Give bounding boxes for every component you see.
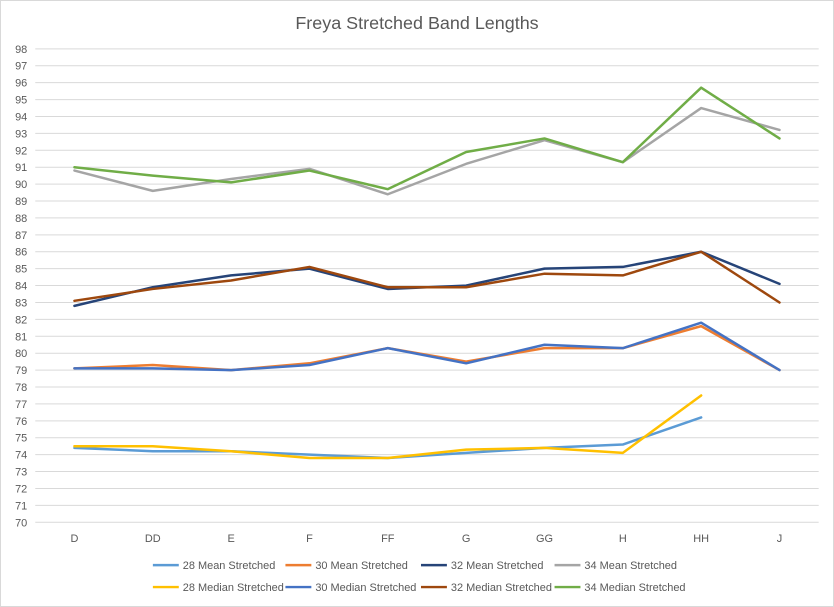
y-tick-label: 80 xyxy=(15,348,27,360)
y-tick-label: 82 xyxy=(15,314,27,326)
y-tick-label: 88 xyxy=(15,213,27,225)
series-line xyxy=(73,321,781,372)
series-lines xyxy=(73,86,781,460)
y-tick-label: 78 xyxy=(15,382,27,394)
y-tick-label: 94 xyxy=(15,111,27,123)
x-tick-label: D xyxy=(70,533,78,545)
x-tick-label: FF xyxy=(381,533,395,545)
x-axis-ticks: D DD E F FF G GG H HH J xyxy=(70,533,782,545)
legend-label: 30 Median Stretched xyxy=(315,582,416,594)
series-line xyxy=(73,106,781,196)
x-tick-label: G xyxy=(462,533,471,545)
legend-label: 34 Median Stretched xyxy=(584,582,685,594)
x-tick-label: GG xyxy=(536,533,553,545)
y-tick-label: 75 xyxy=(15,433,27,445)
y-tick-label: 76 xyxy=(15,416,27,428)
y-tick-label: 71 xyxy=(15,500,27,512)
y-tick-label: 93 xyxy=(15,128,27,140)
legend-label: 30 Mean Stretched xyxy=(315,560,408,572)
y-tick-label: 96 xyxy=(15,78,27,90)
y-tick-label: 95 xyxy=(15,95,27,107)
y-tick-label: 92 xyxy=(15,145,27,157)
y-tick-label: 89 xyxy=(15,196,27,208)
legend-label: 32 Median Stretched xyxy=(451,582,552,594)
y-tick-label: 97 xyxy=(15,61,27,73)
series-line xyxy=(73,250,781,304)
x-tick-label: E xyxy=(227,533,234,545)
legend-label: 34 Mean Stretched xyxy=(584,560,677,572)
series-line xyxy=(73,394,703,460)
legend-label: 32 Mean Stretched xyxy=(451,560,544,572)
y-tick-label: 87 xyxy=(15,230,27,242)
y-tick-label: 72 xyxy=(15,483,27,495)
y-tick-label: 84 xyxy=(15,281,27,293)
legend-label: 28 Median Stretched xyxy=(183,582,284,594)
x-tick-label: H xyxy=(619,533,627,545)
y-tick-label: 81 xyxy=(15,331,27,343)
y-tick-label: 90 xyxy=(15,179,27,191)
x-tick-label: J xyxy=(777,533,782,545)
y-tick-label: 79 xyxy=(15,365,27,377)
chart-title: Freya Stretched Band Lengths xyxy=(295,13,538,33)
y-tick-label: 73 xyxy=(15,467,27,479)
legend: 28 Mean Stretched 30 Mean Stretched 32 Mea… xyxy=(152,560,686,594)
x-tick-label: HH xyxy=(693,533,709,545)
y-axis-ticks: 70 71 72 73 74 75 76 77 78 79 80 81 82 83 84 85 86 87 88 89… xyxy=(15,44,27,529)
y-tick-label: 85 xyxy=(15,264,27,276)
series-line xyxy=(73,86,781,191)
y-tick-label: 83 xyxy=(15,297,27,309)
y-tick-label: 86 xyxy=(15,247,27,259)
y-tick-label: 98 xyxy=(15,44,27,56)
legend-label: 28 Mean Stretched xyxy=(183,560,276,572)
y-tick-label: 77 xyxy=(15,399,27,411)
y-tick-label: 70 xyxy=(15,517,27,529)
gridlines xyxy=(35,48,819,523)
x-tick-label: F xyxy=(306,533,313,545)
y-tick-label: 91 xyxy=(15,162,27,174)
x-tick-label: DD xyxy=(145,533,161,545)
y-tick-label: 74 xyxy=(15,450,27,462)
